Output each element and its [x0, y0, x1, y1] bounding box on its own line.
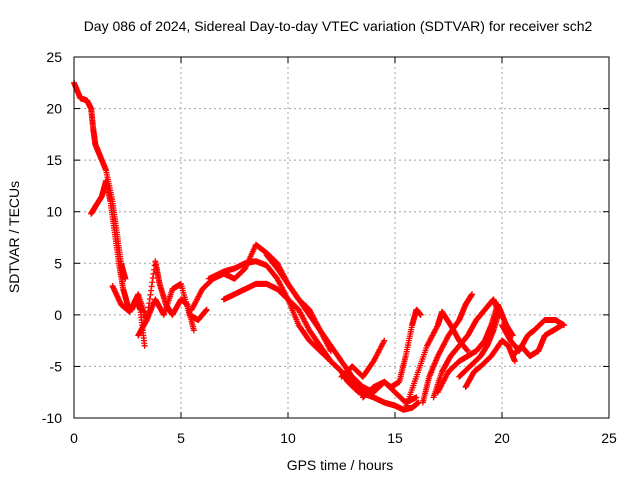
- data-point: [509, 332, 516, 339]
- axis-ticks: 0 5 10 15 20 25 -10 -5 0 5 10 15 20 25: [42, 49, 617, 446]
- data-point: [381, 337, 388, 344]
- series-arc-16: [462, 337, 518, 391]
- y-tick-label: -10: [42, 410, 62, 426]
- data-point: [417, 311, 424, 318]
- series-arc-17: [499, 317, 568, 354]
- y-tick-label: 25: [46, 49, 62, 65]
- plot-frame: [73, 56, 610, 419]
- series-arc-18: [509, 322, 565, 360]
- series-arc-3: [109, 280, 210, 324]
- data-point: [370, 394, 377, 401]
- chart-title: Day 086 of 2024, Sidereal Day-to-day VTE…: [84, 18, 593, 34]
- data-point: [558, 322, 565, 329]
- y-tick-label: 20: [46, 101, 62, 117]
- grid-lines: [74, 57, 609, 418]
- y-tick-label: 10: [46, 204, 62, 220]
- data-point: [469, 291, 476, 298]
- data-markers: [71, 79, 568, 413]
- series-arc-10: [359, 306, 424, 401]
- series-arc-8: [263, 252, 420, 406]
- data-point: [190, 327, 197, 334]
- series-arc-12: [419, 291, 476, 406]
- series-arc-7: [220, 280, 377, 401]
- y-tick-label: 15: [46, 152, 62, 168]
- series-arc-2: [88, 177, 148, 349]
- x-tick-label: 25: [601, 430, 617, 446]
- data-point: [511, 358, 518, 365]
- x-tick-label: 10: [280, 430, 296, 446]
- y-tick-label: 0: [54, 307, 62, 323]
- x-tick-label: 5: [177, 430, 185, 446]
- x-tick-label: 20: [494, 430, 510, 446]
- series-arc-9: [338, 337, 388, 380]
- series-arc-1: [71, 79, 129, 282]
- data-point: [141, 342, 148, 349]
- x-tick-label: 0: [70, 430, 78, 446]
- data-point: [122, 275, 129, 282]
- series-arc-4: [135, 258, 197, 339]
- x-tick-label: 15: [387, 430, 403, 446]
- y-tick-label: -5: [50, 358, 63, 374]
- data-point: [203, 306, 210, 313]
- x-axis-label: GPS time / hours: [287, 457, 394, 473]
- data-point: [413, 394, 420, 401]
- y-tick-label: 5: [54, 255, 62, 271]
- y-axis-label: SDTVAR / TECUs: [6, 181, 22, 293]
